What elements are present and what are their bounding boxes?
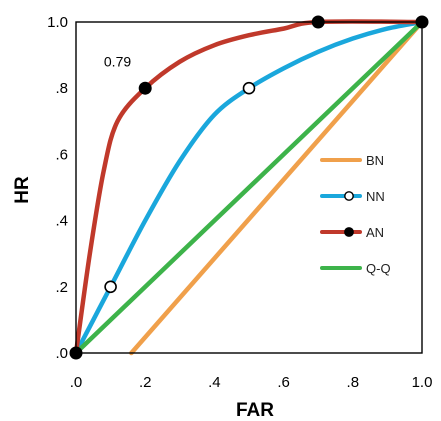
marker-an-1 [138, 81, 152, 95]
y-tick-label-4: .8 [55, 80, 68, 97]
x-tick-label-5: 1.0 [412, 374, 433, 391]
legend-marker-nn [344, 191, 354, 201]
x-tick-label-4: .8 [347, 374, 360, 391]
series-line-q-q [73, 19, 425, 356]
legend-marker-an [344, 227, 354, 237]
x-tick-label-2: .4 [208, 374, 221, 391]
y-tick-label-3: .6 [55, 146, 68, 163]
y-axis-title: HR [12, 176, 33, 204]
x-axis-title: FAR [236, 400, 274, 421]
x-tick-label-1: .2 [139, 374, 152, 391]
y-tick-label-0: .0 [55, 345, 68, 362]
series-line-bn [129, 19, 425, 356]
y-tick-label-2: .4 [55, 213, 68, 230]
legend-label-q-q: Q-Q [366, 261, 391, 276]
legend-label-an: AN [366, 225, 384, 240]
legend-label-bn: BN [366, 153, 384, 168]
x-tick-label-3: .6 [277, 374, 290, 391]
y-tick-label-1: .2 [55, 279, 68, 296]
y-tick-label-5: 1.0 [47, 14, 68, 31]
legend-label-nn: NN [366, 189, 385, 204]
annotation-0: 0.79 [104, 54, 131, 70]
plot-frame [75, 21, 423, 354]
x-tick-label-0: .0 [70, 374, 83, 391]
marker-nn-0 [104, 280, 117, 294]
marker-nn-1 [242, 81, 256, 95]
series-line-an [73, 19, 425, 356]
